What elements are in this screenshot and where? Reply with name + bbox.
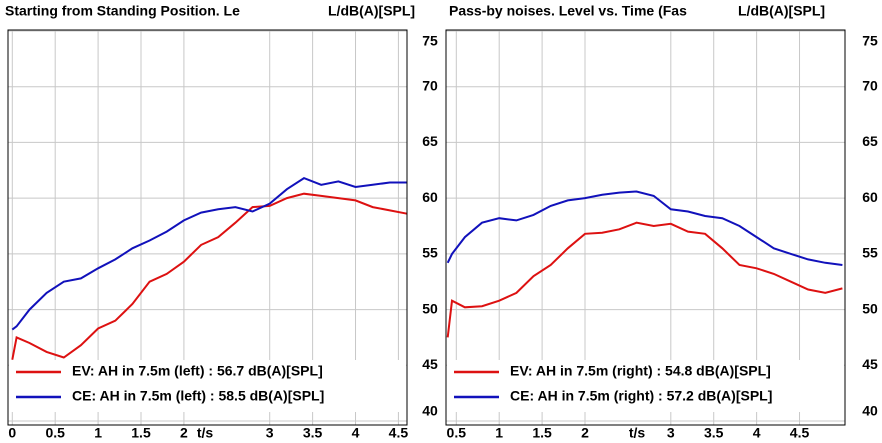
- x-tick-label: 0.5: [447, 425, 467, 441]
- y-tick-label: 70: [422, 77, 438, 93]
- legend-box: [9, 360, 406, 412]
- x-tick-label: 3: [667, 425, 675, 441]
- chart-title: Pass-by noises. Level vs. Time (Fas: [449, 3, 687, 19]
- x-tick-label: 3.5: [704, 425, 724, 441]
- y-tick-label: 60: [862, 189, 878, 205]
- x-tick-label: 3: [266, 425, 274, 441]
- y-tick-label: 65: [422, 133, 438, 149]
- x-tick-label: 1.5: [131, 425, 151, 441]
- y-tick-label: 55: [422, 245, 438, 261]
- series-line: [11, 192, 408, 360]
- y-tick-label: 40: [422, 403, 438, 419]
- x-tick-label: 0: [8, 425, 16, 441]
- y-tick-label: 45: [862, 356, 878, 372]
- x-tick-label: 3.5: [303, 425, 323, 441]
- y-tick-label: 75: [862, 33, 878, 49]
- series-line: [446, 190, 843, 266]
- x-tick-label: 4.5: [389, 425, 409, 441]
- x-tick-label: 1: [495, 425, 503, 441]
- plot-border: [7, 29, 408, 426]
- y-tick-label: 65: [862, 133, 878, 149]
- x-tick-label: 2: [581, 425, 589, 441]
- x-tick-label: 2: [180, 425, 188, 441]
- plot-border: [445, 29, 846, 426]
- label-bg: [736, 2, 846, 22]
- x-tick-label: 0.5: [45, 425, 65, 441]
- plot-area: [445, 29, 846, 426]
- y-tick-label: 50: [862, 300, 878, 316]
- x-tick-label: 4: [753, 425, 761, 441]
- y-tick-label: 55: [862, 245, 878, 261]
- chart-title: Starting from Standing Position. Le: [5, 3, 240, 19]
- y-tick-label: 50: [422, 300, 438, 316]
- y-tick-label: 40: [862, 403, 878, 419]
- series-line: [11, 176, 407, 331]
- legend-label: CE: AH in 7.5m (left) : 58.5 dB(A)[SPL]: [72, 388, 324, 404]
- x-tick-label: 4: [352, 425, 360, 441]
- y-tick-label: 60: [422, 189, 438, 205]
- y-tick-label: 75: [422, 33, 438, 49]
- x-tick-label: 1: [94, 425, 102, 441]
- series-line: [446, 221, 843, 338]
- x-tick-label: 1.5: [532, 425, 552, 441]
- y-tick-label: 45: [422, 356, 438, 372]
- legend-label: CE: AH in 7.5m (right) : 57.2 dB(A)[SPL]: [510, 388, 772, 404]
- plot-area: [7, 29, 408, 426]
- legend-box: [447, 360, 844, 412]
- x-axis-label: t/s: [197, 425, 214, 441]
- y-axis-label: L/dB(A)[SPL]: [738, 3, 825, 19]
- y-tick-label: 70: [862, 77, 878, 93]
- label-bg: [326, 2, 436, 22]
- x-axis-label: t/s: [629, 425, 646, 441]
- x-tick-label: 4.5: [790, 425, 810, 441]
- legend-label: EV: AH in 7.5m (left) : 56.7 dB(A)[SPL]: [72, 363, 323, 379]
- legend-label: EV: AH in 7.5m (right) : 54.8 dB(A)[SPL]: [510, 363, 771, 379]
- y-axis-label: L/dB(A)[SPL]: [328, 3, 415, 19]
